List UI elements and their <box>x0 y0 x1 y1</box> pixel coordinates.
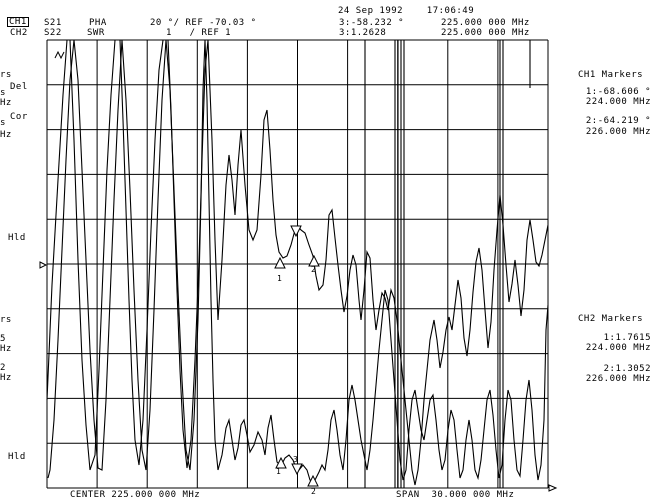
left-softkey-text: Cor <box>10 112 28 122</box>
span-frequency: SPAN 30.000 000 MHz <box>396 490 515 500</box>
left-softkey-text: rs <box>0 70 12 80</box>
left-softkey-text: rs <box>0 315 12 325</box>
ch2-marker-1-icon[interactable] <box>275 456 287 469</box>
left-softkey-text: s <box>0 118 6 128</box>
ch1-scale-ref: 20 °/ REF -70.03 ° <box>150 18 257 28</box>
hold-indicator: Hld <box>8 452 26 462</box>
ch2-scale-ref: 1 / REF 1 <box>166 28 232 38</box>
ch1-marker2-freq: 226.000 MHz <box>585 127 651 137</box>
ch1-format: PHA <box>89 18 107 28</box>
ch1-marker-3-icon[interactable] <box>290 225 302 238</box>
ch1-markers-title: CH1 Markers <box>578 70 644 80</box>
left-softkey-text: 2 <box>0 363 6 373</box>
date-time: 24 Sep 1992 17:06:49 <box>338 6 475 16</box>
ch2-markers-title: CH2 Markers <box>578 314 644 324</box>
ch2-active-marker-value: 3:1.2628 <box>339 28 387 38</box>
ch1-marker1-value: 1:-68.606 ° <box>585 87 651 97</box>
ch1-marker2-value: 2:-64.219 ° <box>585 116 651 126</box>
ch1-marker-1-label: 1 <box>277 274 282 283</box>
left-softkey-text: 5 <box>0 334 6 344</box>
ch2-marker-3-label: 3 <box>293 455 298 464</box>
left-softkey-text: Hz <box>0 130 12 140</box>
ch2-indicator[interactable]: CH2 <box>10 28 28 38</box>
center-frequency: CENTER 225.000 000 MHz <box>70 490 201 500</box>
ch1-marker-2-icon[interactable] <box>308 254 320 267</box>
ch1-marker-1-icon[interactable] <box>274 256 286 269</box>
ch1-parameter: S21 <box>44 18 62 28</box>
ch1-trace <box>46 39 549 486</box>
ch1-marker1-freq: 224.000 MHz <box>585 97 651 107</box>
ch2-marker-2-icon[interactable] <box>307 474 319 487</box>
hold-indicator: Hld <box>8 233 26 243</box>
ch2-marker2-freq: 226.000 MHz <box>585 374 651 384</box>
ch2-trace <box>47 39 549 486</box>
ch1-indicator[interactable]: CH1 <box>7 17 29 27</box>
ch2-markers <box>275 456 319 487</box>
ch2-format: SWR <box>87 28 105 38</box>
ch1-marker-2-label: 2 <box>311 265 316 274</box>
phase-wrap-lines <box>364 40 531 488</box>
ch2-marker1-value: 1:1.7615 <box>603 333 651 343</box>
ch2-marker-3-icon[interactable] <box>291 463 303 476</box>
left-softkey-text: Hz <box>0 98 12 108</box>
reference-line-arrow-icon <box>39 261 48 269</box>
sweep-indicator-icon <box>54 50 65 60</box>
ch1-markers <box>274 225 320 269</box>
left-softkey-text: s <box>0 88 6 98</box>
ch1-active-marker-value: 3:-58.232 ° <box>339 18 405 28</box>
ch2-marker-2-label: 2 <box>311 487 316 496</box>
left-softkey-text: Del <box>10 82 28 92</box>
ch2-marker2-value: 2:1.3052 <box>603 364 651 374</box>
ch2-active-marker-freq: 225.000 000 MHz <box>441 28 530 38</box>
left-softkey-text: Hz <box>0 373 12 383</box>
ch2-marker1-freq: 224.000 MHz <box>585 343 651 353</box>
ch2-parameter: S22 <box>44 28 62 38</box>
ch1-active-marker-freq: 225.000 000 MHz <box>441 18 530 28</box>
left-softkey-text: Hz <box>0 344 12 354</box>
ch2-marker-1-label: 1 <box>276 467 281 476</box>
stimulus-arrow-icon <box>548 484 558 492</box>
